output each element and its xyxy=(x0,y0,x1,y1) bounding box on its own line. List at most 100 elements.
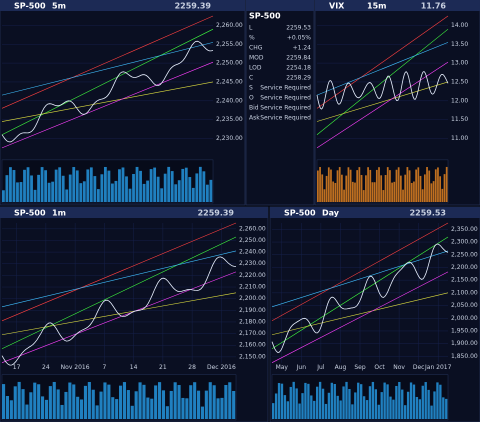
indicator-bar xyxy=(209,179,213,202)
indicator-bar xyxy=(5,175,9,202)
indicator-bar xyxy=(357,382,360,419)
y-label: 2,255.00 xyxy=(216,41,243,48)
indicator-bar xyxy=(428,170,431,202)
indicator-bar xyxy=(76,396,80,419)
indicator-bar xyxy=(401,389,404,419)
indicator-bar xyxy=(283,395,287,419)
indicator-bar xyxy=(345,175,348,202)
indicator-bar xyxy=(304,382,307,419)
indicator-bar xyxy=(99,391,103,419)
quote-label: Bid xyxy=(249,105,259,112)
indicator-bar xyxy=(409,382,413,419)
indicator-bar xyxy=(286,401,290,419)
price-path xyxy=(316,70,449,110)
indicator-bar xyxy=(204,390,208,419)
y-label: 12.00 xyxy=(451,97,468,104)
quote-label: MOD xyxy=(249,55,264,62)
price-path xyxy=(271,243,449,353)
indicator-bar xyxy=(146,397,150,419)
indicator-bar xyxy=(333,383,336,419)
indicator-bar xyxy=(184,167,188,202)
trend-line xyxy=(271,292,449,336)
indicator-bar xyxy=(419,175,422,202)
indicator-bar xyxy=(150,398,154,419)
indicator-bar xyxy=(72,384,76,419)
indicator-bar xyxy=(153,167,157,202)
indicator-bar xyxy=(121,167,125,202)
indicator-bar xyxy=(383,382,386,419)
indicator-bar xyxy=(380,175,383,202)
indicator-bar xyxy=(292,381,295,419)
x-label: 14 xyxy=(130,364,138,371)
indicator-bar xyxy=(332,181,335,202)
indicator-bar xyxy=(107,170,111,202)
indicator-bar xyxy=(384,174,387,202)
indicator-bar xyxy=(371,182,374,202)
indicator-bar xyxy=(56,389,60,419)
indicator-bar xyxy=(86,169,90,202)
panel-header xyxy=(270,207,480,218)
indicator-bar xyxy=(338,167,341,202)
indicator-bar xyxy=(442,397,445,419)
indicator-bar xyxy=(412,384,416,419)
indicator-bar xyxy=(301,393,304,419)
indicator-bar xyxy=(33,382,37,419)
trend-line xyxy=(1,271,237,363)
indicator-bar xyxy=(404,405,407,419)
indicator-bar xyxy=(134,391,138,419)
y-label: 2,250.00 xyxy=(216,60,243,67)
indicator-bar xyxy=(89,167,93,202)
indicator-bar xyxy=(26,167,30,202)
indicator-bar xyxy=(395,385,398,419)
indicator-bar xyxy=(119,385,123,419)
indicator-bar xyxy=(336,395,339,419)
indicator-bar xyxy=(9,167,12,202)
indicator-bar xyxy=(30,175,33,202)
trend-line xyxy=(271,250,449,308)
y-label: 2,200.00 xyxy=(451,264,478,271)
indicator-bar xyxy=(424,382,427,419)
trend-line xyxy=(316,81,449,122)
last-price: 2259.39 xyxy=(198,209,235,218)
indicator-bar xyxy=(111,397,115,419)
y-label: 2,160.00 xyxy=(239,342,266,349)
quote-value: 2258.29 xyxy=(286,75,311,82)
indicator-bar xyxy=(371,381,375,419)
indicator-bar xyxy=(321,388,325,419)
indicator-bar xyxy=(445,398,448,419)
indicator-bar xyxy=(336,170,339,202)
y-label: 2,200.00 xyxy=(239,295,266,302)
indicator-bar xyxy=(362,190,365,202)
quote-label: L xyxy=(249,25,253,32)
indicator-bar xyxy=(277,383,281,419)
indicator-bar xyxy=(107,384,111,419)
indicator-bar xyxy=(100,174,104,202)
indicator-bar xyxy=(316,386,319,419)
indicator-bar xyxy=(37,384,41,419)
indicator-bar xyxy=(16,182,19,202)
indicator-bar xyxy=(386,384,389,419)
indicator-bar xyxy=(216,398,220,419)
indicator-bar xyxy=(87,382,91,419)
indicator-bar xyxy=(318,381,322,419)
y-label: 2,050.00 xyxy=(451,302,478,309)
y-label: 2,170.00 xyxy=(239,330,266,337)
indicator-bar xyxy=(48,386,52,419)
symbol: VIX xyxy=(329,2,345,11)
indicator-bar xyxy=(354,182,356,202)
indicator-bar xyxy=(91,389,95,419)
interval: 15m xyxy=(367,2,386,11)
indicator-bar xyxy=(386,167,389,202)
indicator-bar xyxy=(374,389,378,419)
indicator-bar xyxy=(342,386,345,419)
indicator-bar xyxy=(351,181,354,202)
indicator-bar xyxy=(356,170,359,202)
indicator-bar xyxy=(25,404,29,419)
quote-label: CHG xyxy=(249,45,263,52)
trend-line xyxy=(1,236,237,350)
indicator-bar xyxy=(423,174,426,202)
indicator-bar xyxy=(433,391,436,419)
price-path xyxy=(1,256,236,366)
y-label: 11.00 xyxy=(451,135,468,142)
y-label: 12.50 xyxy=(451,78,468,85)
